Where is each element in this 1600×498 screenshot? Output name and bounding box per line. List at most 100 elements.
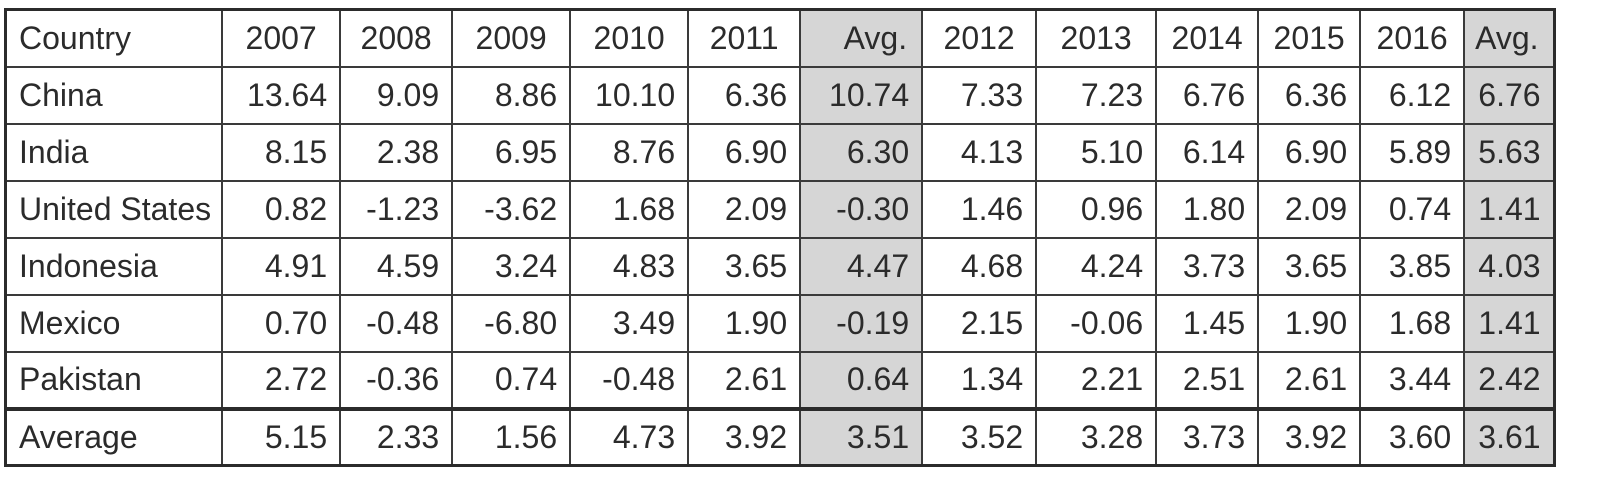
header-2015: 2015 xyxy=(1257,8,1362,68)
table-body: China 13.64 9.09 8.86 10.10 6.36 10.74 7.33 7.23… xyxy=(4,65,1556,467)
value-cell: 3.73 xyxy=(1155,236,1260,296)
value-cell: 10.10 xyxy=(569,65,690,125)
average-value-cell: 5.63 xyxy=(1463,122,1556,182)
value-cell: -0.06 xyxy=(1035,293,1158,353)
value-cell: 9.09 xyxy=(339,65,454,125)
value-cell: 1.56 xyxy=(451,406,572,467)
value-cell: 3.28 xyxy=(1035,406,1158,467)
value-cell: 3.73 xyxy=(1155,406,1260,467)
value-cell: 2.09 xyxy=(687,179,802,239)
value-cell: 2.61 xyxy=(687,350,802,410)
value-cell: 3.92 xyxy=(1257,406,1362,467)
value-cell: 0.74 xyxy=(451,350,572,410)
value-cell: 8.86 xyxy=(451,65,572,125)
value-cell: 7.33 xyxy=(921,65,1038,125)
value-cell: 3.44 xyxy=(1359,350,1466,410)
value-cell: 4.68 xyxy=(921,236,1038,296)
average-value-cell: -0.19 xyxy=(799,293,924,353)
value-cell: 4.83 xyxy=(569,236,690,296)
table-row: Pakistan 2.72 -0.36 0.74 -0.48 2.61 0.64 1.34 2.… xyxy=(4,350,1556,410)
table-row: India 8.15 2.38 6.95 8.76 6.90 6.30 4.13 5.10 6.1… xyxy=(4,122,1556,182)
country-cell: India xyxy=(4,122,224,182)
table-row: China 13.64 9.09 8.86 10.10 6.36 10.74 7.33 7.23… xyxy=(4,65,1556,125)
value-cell: 3.92 xyxy=(687,406,802,467)
value-cell: 5.15 xyxy=(221,406,342,467)
value-cell: 0.70 xyxy=(221,293,342,353)
value-cell: 6.90 xyxy=(687,122,802,182)
average-value-cell: 6.76 xyxy=(1463,65,1556,125)
value-cell: 2.09 xyxy=(1257,179,1362,239)
header-2008: 2008 xyxy=(339,8,454,68)
value-cell: 3.49 xyxy=(569,293,690,353)
country-cell: Mexico xyxy=(4,293,224,353)
value-cell: 1.45 xyxy=(1155,293,1260,353)
average-row: Average 5.15 2.33 1.56 4.73 3.92 3.51 3.52 3.28 3… xyxy=(4,406,1556,467)
header-2007: 2007 xyxy=(221,8,342,68)
country-cell: United States xyxy=(4,179,224,239)
value-cell: 2.38 xyxy=(339,122,454,182)
value-cell: 6.76 xyxy=(1155,65,1260,125)
value-cell: -6.80 xyxy=(451,293,572,353)
value-cell: 2.33 xyxy=(339,406,454,467)
value-cell: 2.15 xyxy=(921,293,1038,353)
header-2014: 2014 xyxy=(1155,8,1260,68)
average-value-cell: 4.03 xyxy=(1463,236,1556,296)
average-value-cell: 1.41 xyxy=(1463,179,1556,239)
value-cell: 4.73 xyxy=(569,406,690,467)
growth-rate-table: Country 2007 2008 2009 2010 2011 Avg. 20… xyxy=(4,8,1556,467)
average-value-cell: -0.30 xyxy=(799,179,924,239)
value-cell: 4.59 xyxy=(339,236,454,296)
value-cell: -1.23 xyxy=(339,179,454,239)
value-cell: 1.80 xyxy=(1155,179,1260,239)
table-row: Indonesia 4.91 4.59 3.24 4.83 3.65 4.47 4.68 4.2… xyxy=(4,236,1556,296)
value-cell: 6.90 xyxy=(1257,122,1362,182)
value-cell: 2.51 xyxy=(1155,350,1260,410)
value-cell: 1.46 xyxy=(921,179,1038,239)
value-cell: 0.82 xyxy=(221,179,342,239)
value-cell: 6.12 xyxy=(1359,65,1466,125)
data-table-container: Country 2007 2008 2009 2010 2011 Avg. 20… xyxy=(4,8,1556,467)
value-cell: 1.34 xyxy=(921,350,1038,410)
value-cell: 5.10 xyxy=(1035,122,1158,182)
header-2009: 2009 xyxy=(451,8,572,68)
country-cell: Average xyxy=(4,406,224,467)
value-cell: -0.48 xyxy=(569,350,690,410)
country-cell: China xyxy=(4,65,224,125)
header-2012: 2012 xyxy=(921,8,1038,68)
value-cell: 4.24 xyxy=(1035,236,1158,296)
country-cell: Indonesia xyxy=(4,236,224,296)
value-cell: 3.65 xyxy=(1257,236,1362,296)
average-value-cell: 3.51 xyxy=(799,406,924,467)
header-2016: 2016 xyxy=(1359,8,1466,68)
value-cell: -0.36 xyxy=(339,350,454,410)
value-cell: 4.13 xyxy=(921,122,1038,182)
average-value-cell: 0.64 xyxy=(799,350,924,410)
table-row: Mexico 0.70 -0.48 -6.80 3.49 1.90 -0.19 2.15 -0.… xyxy=(4,293,1556,353)
value-cell: 0.74 xyxy=(1359,179,1466,239)
value-cell: 6.36 xyxy=(1257,65,1362,125)
average-value-cell: 4.47 xyxy=(799,236,924,296)
value-cell: 6.36 xyxy=(687,65,802,125)
value-cell: 3.60 xyxy=(1359,406,1466,467)
value-cell: 1.68 xyxy=(569,179,690,239)
value-cell: -0.48 xyxy=(339,293,454,353)
average-value-cell: 10.74 xyxy=(799,65,924,125)
average-value-cell: 1.41 xyxy=(1463,293,1556,353)
value-cell: 1.90 xyxy=(687,293,802,353)
header-2011: 2011 xyxy=(687,8,802,68)
value-cell: 1.90 xyxy=(1257,293,1362,353)
average-value-cell: 2.42 xyxy=(1463,350,1556,410)
value-cell: 13.64 xyxy=(221,65,342,125)
value-cell: 2.21 xyxy=(1035,350,1158,410)
header-row: Country 2007 2008 2009 2010 2011 Avg. 20… xyxy=(4,8,1556,68)
table-row: United States 0.82 -1.23 -3.62 1.68 2.09 -0.30… xyxy=(4,179,1556,239)
header-2010: 2010 xyxy=(569,8,690,68)
value-cell: 6.14 xyxy=(1155,122,1260,182)
country-cell: Pakistan xyxy=(4,350,224,410)
value-cell: 3.65 xyxy=(687,236,802,296)
value-cell: 0.96 xyxy=(1035,179,1158,239)
value-cell: 2.72 xyxy=(221,350,342,410)
average-value-cell: 6.30 xyxy=(799,122,924,182)
value-cell: 1.68 xyxy=(1359,293,1466,353)
value-cell: 7.23 xyxy=(1035,65,1158,125)
